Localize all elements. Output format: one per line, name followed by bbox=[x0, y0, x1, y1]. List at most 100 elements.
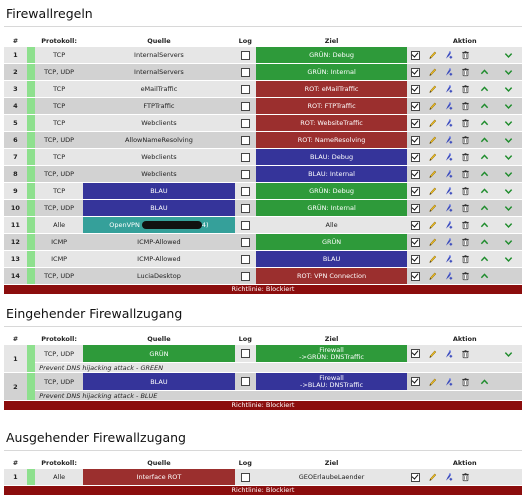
log-checkbox[interactable] bbox=[240, 152, 250, 162]
delete-icon[interactable] bbox=[461, 349, 470, 358]
copy-rule-icon[interactable] bbox=[445, 170, 454, 178]
move-up-icon[interactable] bbox=[480, 102, 489, 110]
edit-icon[interactable] bbox=[428, 153, 437, 161]
log-checkbox[interactable] bbox=[240, 186, 250, 196]
enable-checkbox[interactable] bbox=[411, 237, 421, 247]
move-up-icon[interactable] bbox=[480, 255, 489, 263]
move-down-icon[interactable] bbox=[504, 255, 513, 263]
enable-checkbox[interactable] bbox=[411, 472, 421, 482]
edit-icon[interactable] bbox=[428, 119, 437, 127]
move-down-icon[interactable] bbox=[504, 68, 513, 76]
edit-icon[interactable] bbox=[428, 204, 437, 212]
move-up-icon[interactable] bbox=[480, 68, 489, 76]
log-checkbox[interactable] bbox=[240, 220, 250, 230]
edit-icon[interactable] bbox=[428, 187, 437, 195]
delete-icon[interactable] bbox=[461, 187, 470, 196]
copy-rule-icon[interactable] bbox=[445, 119, 454, 127]
move-down-icon[interactable] bbox=[504, 350, 513, 358]
delete-icon[interactable] bbox=[461, 221, 470, 230]
move-down-icon[interactable] bbox=[504, 136, 513, 144]
log-checkbox[interactable] bbox=[240, 101, 250, 111]
log-checkbox[interactable] bbox=[240, 118, 250, 128]
enable-checkbox[interactable] bbox=[411, 84, 421, 94]
enable-checkbox[interactable] bbox=[411, 101, 421, 111]
move-up-icon[interactable] bbox=[480, 85, 489, 93]
log-checkbox[interactable] bbox=[240, 50, 250, 60]
edit-icon[interactable] bbox=[428, 378, 437, 386]
log-checkbox[interactable] bbox=[240, 472, 250, 482]
edit-icon[interactable] bbox=[428, 102, 437, 110]
delete-icon[interactable] bbox=[461, 255, 470, 264]
enable-checkbox[interactable] bbox=[411, 135, 421, 145]
copy-rule-icon[interactable] bbox=[445, 238, 454, 246]
copy-rule-icon[interactable] bbox=[445, 255, 454, 263]
move-down-icon[interactable] bbox=[504, 238, 513, 246]
log-checkbox[interactable] bbox=[240, 377, 250, 386]
log-checkbox[interactable] bbox=[240, 237, 250, 247]
delete-icon[interactable] bbox=[461, 51, 470, 60]
edit-icon[interactable] bbox=[428, 238, 437, 246]
move-down-icon[interactable] bbox=[504, 153, 513, 161]
edit-icon[interactable] bbox=[428, 51, 437, 59]
log-checkbox[interactable] bbox=[240, 349, 250, 358]
edit-icon[interactable] bbox=[428, 85, 437, 93]
edit-icon[interactable] bbox=[428, 136, 437, 144]
log-checkbox[interactable] bbox=[240, 84, 250, 94]
move-down-icon[interactable] bbox=[504, 119, 513, 127]
copy-rule-icon[interactable] bbox=[445, 349, 454, 358]
copy-rule-icon[interactable] bbox=[445, 68, 454, 76]
move-up-icon[interactable] bbox=[480, 119, 489, 127]
move-up-icon[interactable] bbox=[480, 136, 489, 144]
move-up-icon[interactable] bbox=[480, 221, 489, 229]
move-up-icon[interactable] bbox=[480, 204, 489, 212]
move-down-icon[interactable] bbox=[504, 170, 513, 178]
enable-checkbox[interactable] bbox=[411, 152, 421, 162]
enable-checkbox[interactable] bbox=[411, 349, 421, 358]
delete-icon[interactable] bbox=[461, 238, 470, 247]
copy-rule-icon[interactable] bbox=[445, 204, 454, 212]
log-checkbox[interactable] bbox=[240, 203, 250, 213]
move-down-icon[interactable] bbox=[504, 51, 513, 59]
copy-rule-icon[interactable] bbox=[445, 377, 454, 386]
copy-rule-icon[interactable] bbox=[445, 187, 454, 195]
log-checkbox[interactable] bbox=[240, 135, 250, 145]
move-up-icon[interactable] bbox=[480, 170, 489, 178]
copy-rule-icon[interactable] bbox=[445, 102, 454, 110]
delete-icon[interactable] bbox=[461, 377, 470, 386]
enable-checkbox[interactable] bbox=[411, 220, 421, 230]
edit-icon[interactable] bbox=[428, 473, 437, 481]
enable-checkbox[interactable] bbox=[411, 203, 421, 213]
delete-icon[interactable] bbox=[461, 204, 470, 213]
move-down-icon[interactable] bbox=[504, 102, 513, 110]
move-down-icon[interactable] bbox=[504, 204, 513, 212]
log-checkbox[interactable] bbox=[240, 67, 250, 77]
log-checkbox[interactable] bbox=[240, 254, 250, 264]
delete-icon[interactable] bbox=[461, 102, 470, 111]
move-up-icon[interactable] bbox=[480, 272, 489, 280]
enable-checkbox[interactable] bbox=[411, 50, 421, 60]
copy-rule-icon[interactable] bbox=[445, 136, 454, 144]
delete-icon[interactable] bbox=[461, 136, 470, 145]
enable-checkbox[interactable] bbox=[411, 186, 421, 196]
copy-rule-icon[interactable] bbox=[445, 85, 454, 93]
move-up-icon[interactable] bbox=[480, 187, 489, 195]
copy-rule-icon[interactable] bbox=[445, 51, 454, 59]
enable-checkbox[interactable] bbox=[411, 271, 421, 281]
delete-icon[interactable] bbox=[461, 68, 470, 77]
enable-checkbox[interactable] bbox=[411, 169, 421, 179]
move-up-icon[interactable] bbox=[480, 153, 489, 161]
copy-rule-icon[interactable] bbox=[445, 473, 454, 481]
edit-icon[interactable] bbox=[428, 221, 437, 229]
delete-icon[interactable] bbox=[461, 473, 470, 482]
move-down-icon[interactable] bbox=[504, 221, 513, 229]
enable-checkbox[interactable] bbox=[411, 254, 421, 264]
enable-checkbox[interactable] bbox=[411, 377, 421, 386]
edit-icon[interactable] bbox=[428, 350, 437, 358]
edit-icon[interactable] bbox=[428, 68, 437, 76]
log-checkbox[interactable] bbox=[240, 271, 250, 281]
move-up-icon[interactable] bbox=[480, 378, 489, 386]
enable-checkbox[interactable] bbox=[411, 118, 421, 128]
edit-icon[interactable] bbox=[428, 272, 437, 280]
copy-rule-icon[interactable] bbox=[445, 221, 454, 229]
edit-icon[interactable] bbox=[428, 255, 437, 263]
